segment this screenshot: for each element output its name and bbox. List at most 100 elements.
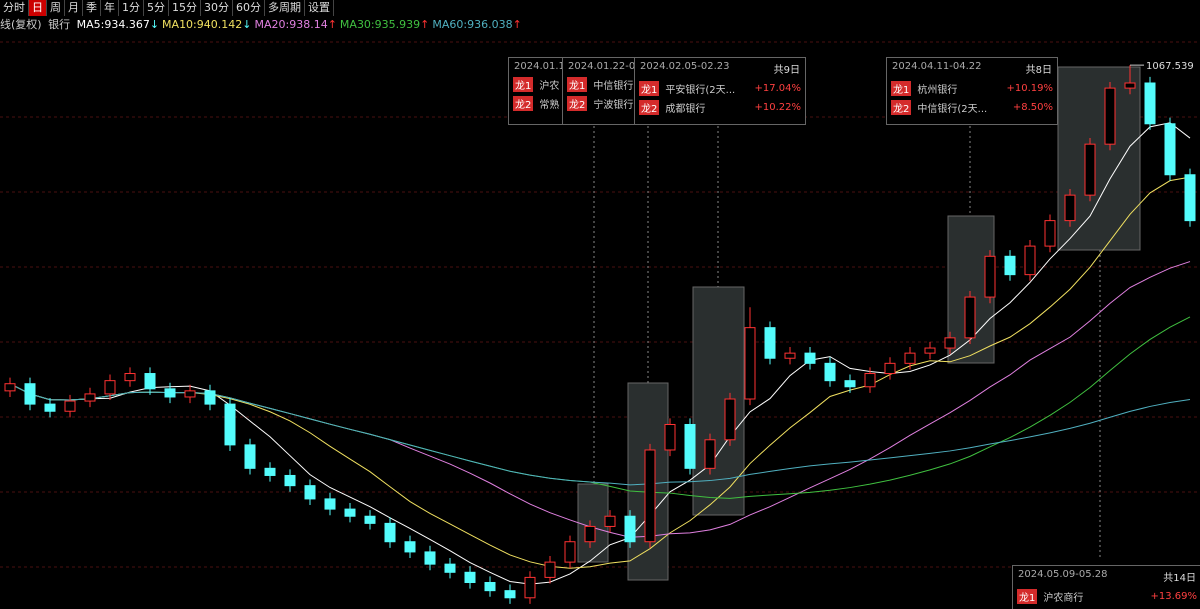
candle-body	[664, 423, 676, 451]
toolbar-tab[interactable]: 1分	[119, 0, 144, 16]
ma-value: 940.142	[196, 18, 243, 31]
box: 2024.04.11-04.22 共8日 龙1 杭州银行 +10.19% 龙2 中信银行(2…	[886, 57, 1058, 125]
candle-body	[844, 380, 856, 388]
candle-body	[564, 541, 576, 563]
box-period: 2024.01.1	[514, 61, 565, 72]
box-days: 共14日	[1163, 573, 1196, 584]
box-row: 龙1 沪农	[509, 75, 569, 94]
candle-body	[424, 551, 436, 565]
toolbar-tab[interactable]: 季	[83, 0, 101, 16]
candle-body	[1044, 220, 1056, 247]
toolbar-tab[interactable]: 5分	[144, 0, 169, 16]
candle-body	[124, 373, 136, 382]
candle-body	[784, 352, 796, 359]
ma-arrow: ↑	[420, 18, 430, 31]
ma-value: 934.367	[104, 18, 150, 31]
candle-body	[624, 515, 636, 543]
ma-arrow: ↓	[242, 18, 252, 31]
ma-name: MA20:	[254, 18, 290, 31]
toolbar-tab[interactable]: 多周期	[265, 0, 305, 16]
toolbar-tab[interactable]: 日	[29, 0, 47, 16]
candle-body	[44, 403, 56, 412]
candle-body	[964, 296, 976, 339]
stock-name: 中信银行(2天...	[917, 104, 988, 115]
candle-body	[1004, 255, 1016, 276]
toolbar-tab[interactable]: 分时	[0, 0, 29, 16]
toolbar-tab[interactable]: 年	[101, 0, 119, 16]
candle-body	[1124, 82, 1136, 89]
candle-body	[364, 515, 376, 524]
candle-body	[184, 390, 196, 398]
stock-name: 宁波银行	[593, 100, 634, 111]
candle-body	[944, 337, 956, 349]
stock-name: 杭州银行	[917, 85, 958, 96]
box-row: 龙2 常熟	[509, 94, 569, 113]
candle-body	[1164, 123, 1176, 176]
box-row: 龙2 成都银行 +10.22%	[635, 98, 805, 117]
toolbar-tab[interactable]: 15分	[169, 0, 201, 16]
candle-body	[1064, 194, 1076, 222]
box: 2024.01.22-0 龙1 中信银行 龙2 宁波银行	[562, 57, 638, 125]
rank-badge: 龙2	[513, 96, 534, 111]
rank-badge: 龙1	[513, 77, 534, 92]
rank-badge: 龙1	[639, 81, 660, 96]
ma-name: MA60:	[432, 18, 468, 31]
box-header: 2024.02.05-02.23 共9日	[635, 58, 805, 79]
rank-badge: 龙2	[891, 100, 912, 115]
candle-body	[264, 467, 276, 476]
rank-badge: 龙1	[1017, 589, 1038, 604]
candle-body	[204, 390, 216, 405]
period-shade	[577, 483, 609, 563]
candle-body	[384, 522, 396, 543]
box-row: 龙1 平安银行(2天... +17.04%	[635, 79, 805, 98]
toolbar-tab[interactable]: 30分	[201, 0, 233, 16]
box-days: 共8日	[1025, 65, 1052, 76]
box-header: 2024.01.22-0	[563, 58, 637, 75]
candle-body	[244, 444, 256, 469]
box-row: 龙1 杭州银行 +10.19%	[887, 79, 1057, 98]
toolbar-tab[interactable]: 设置	[305, 0, 334, 16]
rank-badge: 龙1	[891, 81, 912, 96]
candle-body	[464, 571, 476, 583]
candle-body	[584, 525, 596, 543]
box-row: 龙2 中信银行(2天... +8.50%	[887, 98, 1057, 117]
chart-subtitle: 银行	[48, 18, 71, 31]
candle-body	[1144, 82, 1156, 125]
high-label: 1067.539	[1146, 61, 1194, 72]
candle-body	[744, 327, 756, 400]
box: 2024.01.1 龙1 沪农龙2 常熟	[508, 57, 570, 125]
box: 2024.05.09-05.28 共14日 龙1 沪农商行 +13.69%	[1012, 565, 1200, 609]
stock-name: 中信银行	[593, 81, 634, 92]
toolbar-tab[interactable]: 周	[47, 0, 65, 16]
ma-value: 935.939	[374, 18, 421, 31]
candle-body	[764, 327, 776, 359]
candle-body	[344, 508, 356, 517]
box-header: 2024.04.11-04.22 共8日	[887, 58, 1057, 79]
stock-name: 成都银行	[665, 104, 706, 115]
box-header: 2024.05.09-05.28 共14日	[1013, 566, 1200, 587]
toolbar-tab[interactable]: 月	[65, 0, 83, 16]
ma-name: MA5:	[76, 18, 105, 31]
candle-body	[1084, 143, 1096, 196]
ma-name: MA10:	[162, 18, 197, 31]
stock-name: 常熟	[539, 100, 560, 111]
candle-body	[484, 581, 496, 592]
candle-body	[824, 362, 836, 382]
toolbar-tab[interactable]: 60分	[233, 0, 265, 16]
candle-body	[224, 403, 236, 446]
candle-body	[524, 576, 536, 599]
stock-name: 平安银行(2天...	[665, 85, 736, 96]
candle-body	[1104, 87, 1116, 145]
box-header: 2024.01.1	[509, 58, 569, 75]
candle-body	[1184, 174, 1196, 222]
candle-body	[64, 400, 76, 412]
candle-body	[544, 561, 556, 578]
candle-body	[84, 393, 96, 402]
candle-body	[884, 362, 896, 375]
box-period: 2024.05.09-05.28	[1018, 569, 1108, 580]
ma-line	[9, 316, 1191, 499]
ma-line	[9, 122, 1191, 585]
stock-change: +8.50%	[1012, 102, 1053, 113]
candle-body	[4, 383, 16, 392]
